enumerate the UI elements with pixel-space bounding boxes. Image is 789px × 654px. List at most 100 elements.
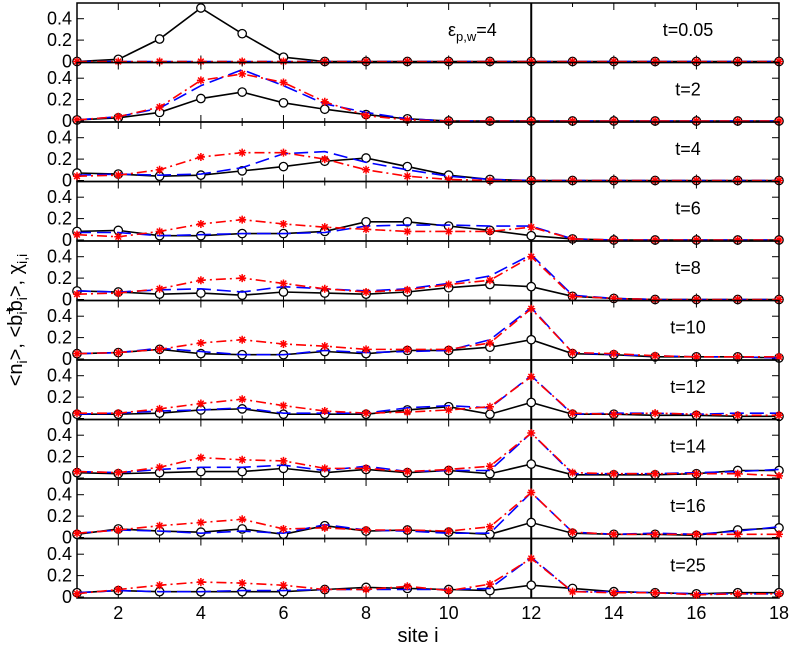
y-tick-label: 0.2 [47, 328, 72, 348]
data-point-red [238, 215, 247, 224]
data-point-red [114, 409, 123, 418]
data-point-red [568, 468, 577, 477]
data-point-black [526, 580, 537, 591]
panel-2: 00.20.4 t=4 [47, 121, 784, 191]
y-tick-label: 0.2 [47, 268, 72, 288]
data-point-red [320, 223, 329, 232]
data-point-red [733, 117, 742, 125]
data-point-red [775, 589, 783, 598]
data-point-black [196, 230, 206, 241]
data-point-red [527, 252, 536, 261]
data-point-red [568, 176, 577, 185]
data-point-red [114, 526, 123, 535]
x-tick-label: 16 [686, 603, 706, 623]
data-point-red [238, 515, 247, 524]
data-point-red [155, 463, 164, 472]
panel-annotation: εp,w=4 [448, 20, 497, 44]
data-point-red [403, 467, 412, 476]
series-line-blue [76, 253, 779, 301]
data-point-red [114, 585, 123, 594]
data-point-red [73, 115, 81, 124]
x-tick-label: 14 [604, 603, 624, 623]
y-tick-label: 0.4 [47, 425, 72, 445]
panel-time-label: t=16 [670, 496, 706, 516]
data-point-red [775, 471, 783, 480]
data-point-red [775, 176, 783, 185]
data-point-red [279, 401, 288, 410]
data-point-red [568, 57, 577, 66]
data-point-red [362, 526, 371, 535]
y-tick-label: 0 [62, 468, 72, 488]
data-point-red [196, 453, 205, 462]
series-line-red [76, 151, 779, 182]
data-point-black [361, 216, 371, 227]
data-point-red [733, 295, 742, 304]
data-point-red [651, 588, 660, 597]
data-point-red [609, 294, 618, 303]
data-point-red [238, 69, 247, 78]
data-point-red [527, 176, 536, 185]
data-point-red [238, 579, 247, 588]
data-point-red [692, 410, 701, 419]
data-point-red [692, 352, 701, 361]
data-point-red [73, 409, 81, 418]
data-point-red [320, 57, 329, 66]
data-point-red [238, 148, 247, 157]
data-point-red [73, 529, 81, 538]
data-point-red [320, 464, 329, 473]
data-point-black [278, 409, 289, 420]
data-point-red [733, 469, 742, 478]
data-point-red [320, 284, 329, 293]
data-point-red [279, 340, 288, 349]
data-point-black [196, 93, 206, 104]
data-point-red [403, 408, 412, 417]
data-point-red [279, 219, 288, 228]
data-point-red [485, 338, 494, 347]
y-tick-label: 0.4 [47, 128, 72, 148]
panel-5: 00.20.4 t=10 [47, 299, 784, 369]
y-tick-label: 0 [62, 349, 72, 369]
x-tick-label: 2 [113, 603, 123, 623]
data-point-red [651, 295, 660, 304]
series-line-blue [76, 491, 780, 536]
data-point-red [362, 225, 371, 234]
data-point-red [196, 76, 205, 85]
panel-frame [76, 61, 780, 123]
panel-time-label: t=10 [670, 318, 706, 338]
y-tick-label: 0.4 [47, 68, 72, 88]
data-point-red [196, 578, 205, 587]
data-point-red [568, 528, 577, 537]
data-point-red [485, 227, 494, 236]
panel-time-label: t=25 [670, 556, 706, 576]
data-point-red [155, 345, 164, 354]
data-point-red [444, 527, 453, 536]
y-tick-label: 0.2 [47, 209, 72, 229]
data-point-red [279, 57, 288, 66]
data-point-red [320, 523, 329, 532]
data-point-red [651, 57, 660, 66]
data-point-red [527, 57, 536, 66]
data-point-red [527, 488, 536, 497]
data-point-red [279, 456, 288, 465]
data-point-red [196, 152, 205, 161]
data-point-red [114, 57, 123, 66]
series-line-red [76, 255, 779, 301]
data-point-red [651, 117, 660, 125]
data-point-black [485, 529, 495, 540]
data-point-red [73, 467, 81, 476]
data-point-red [238, 57, 247, 66]
data-point-black [278, 287, 289, 297]
data-point-red [279, 78, 288, 87]
data-point-red [775, 295, 783, 304]
data-point-red [114, 289, 123, 298]
panel-0: 00.20.4 t=0.05 εp,w=4 [47, 2, 784, 72]
data-point-red [155, 103, 164, 112]
panel-time-label: t=8 [675, 258, 701, 278]
y-tick-label: 0.4 [47, 306, 72, 326]
data-point-red [444, 227, 453, 236]
panel-time-label: t=14 [670, 437, 706, 457]
panel-time-label: t=4 [675, 139, 701, 159]
data-point-red [775, 352, 783, 361]
panel-frame [76, 240, 780, 302]
data-point-red [403, 582, 412, 591]
